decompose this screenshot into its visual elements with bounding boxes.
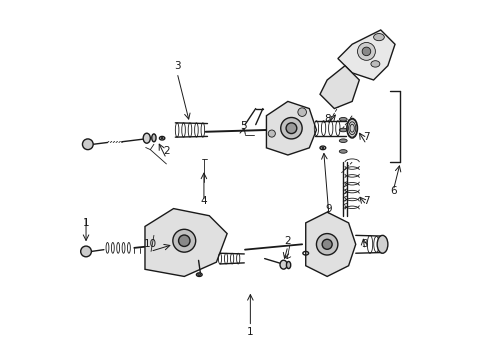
Polygon shape <box>320 66 359 109</box>
Circle shape <box>268 130 275 137</box>
Text: 7: 7 <box>363 197 370 206</box>
Circle shape <box>286 123 297 134</box>
Ellipse shape <box>377 235 388 253</box>
Ellipse shape <box>198 274 201 275</box>
Text: 8: 8 <box>324 114 330 124</box>
Text: 3: 3 <box>174 61 180 71</box>
Ellipse shape <box>280 260 287 269</box>
Text: 9: 9 <box>326 203 332 213</box>
Polygon shape <box>267 102 317 155</box>
Circle shape <box>281 117 302 139</box>
Ellipse shape <box>339 117 347 121</box>
Circle shape <box>362 47 371 56</box>
Ellipse shape <box>371 61 380 67</box>
Text: 10: 10 <box>144 239 157 249</box>
Ellipse shape <box>339 128 347 132</box>
Text: 6: 6 <box>390 186 396 196</box>
Text: 2: 2 <box>163 147 170 157</box>
Text: 4: 4 <box>200 197 207 206</box>
Ellipse shape <box>152 134 156 142</box>
Text: 5: 5 <box>240 121 246 131</box>
Text: 1: 1 <box>247 327 254 337</box>
Text: 3: 3 <box>361 239 368 249</box>
Circle shape <box>322 239 332 249</box>
Ellipse shape <box>322 147 324 149</box>
Text: 1: 1 <box>83 218 89 228</box>
Ellipse shape <box>196 273 202 276</box>
Text: 7: 7 <box>363 132 370 142</box>
Circle shape <box>173 229 196 252</box>
Polygon shape <box>338 30 395 80</box>
Circle shape <box>81 246 92 257</box>
Ellipse shape <box>339 150 347 153</box>
Circle shape <box>82 139 93 150</box>
Ellipse shape <box>373 33 384 41</box>
Ellipse shape <box>339 139 347 143</box>
Polygon shape <box>306 212 356 276</box>
Circle shape <box>358 42 375 60</box>
Ellipse shape <box>347 118 358 138</box>
Polygon shape <box>145 208 227 276</box>
Circle shape <box>178 235 190 247</box>
Ellipse shape <box>287 261 291 269</box>
Ellipse shape <box>143 133 150 143</box>
Circle shape <box>298 108 306 116</box>
Ellipse shape <box>161 138 163 139</box>
Circle shape <box>317 234 338 255</box>
Text: 2: 2 <box>285 236 291 246</box>
